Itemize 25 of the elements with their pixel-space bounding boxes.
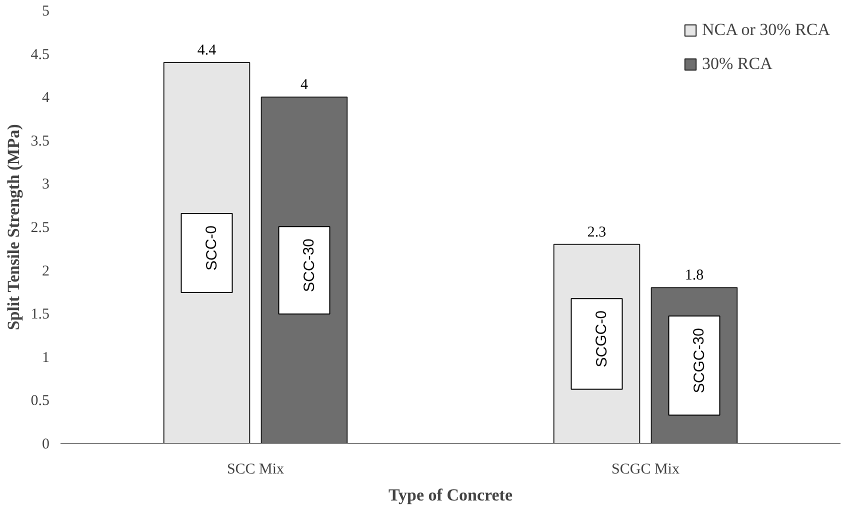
y-tick-label: 1 xyxy=(42,350,50,366)
annotation: SCGC-0 xyxy=(593,310,610,368)
y-tick-label: 3 xyxy=(42,176,50,193)
annotation: SCC-30 xyxy=(300,238,318,292)
y-tick-label: 0 xyxy=(42,436,50,452)
y-tick-label: 5 xyxy=(42,4,50,20)
y-tick-label: 2.5 xyxy=(30,220,50,236)
data-label: 1.8 xyxy=(684,268,704,284)
y-tick-label: 4.5 xyxy=(30,46,50,63)
annotation: SCC-0 xyxy=(203,225,220,270)
y-tick-label: 4 xyxy=(42,90,50,106)
x-axis-title: Type of Concrete xyxy=(388,486,513,504)
x-tick-label: SCC Mix xyxy=(226,462,285,478)
x-tick-label: SCGC Mix xyxy=(612,462,680,478)
y-tick-label: 2 xyxy=(42,263,50,280)
legend-label: 30% RCA xyxy=(702,54,772,74)
y-tick-label: 3.5 xyxy=(30,133,50,150)
data-label: 2.3 xyxy=(587,224,606,240)
data-label: 4.4 xyxy=(197,42,217,58)
data-label: 4 xyxy=(300,77,308,94)
y-tick-label: 0.5 xyxy=(30,393,50,410)
y-axis-title: Split Tensile Strength (MPa) xyxy=(4,124,23,330)
legend-label: NCA or 30% RCA xyxy=(702,20,830,40)
y-tick-label: 1.5 xyxy=(30,306,50,323)
annotation: SCGC-30 xyxy=(690,328,708,394)
